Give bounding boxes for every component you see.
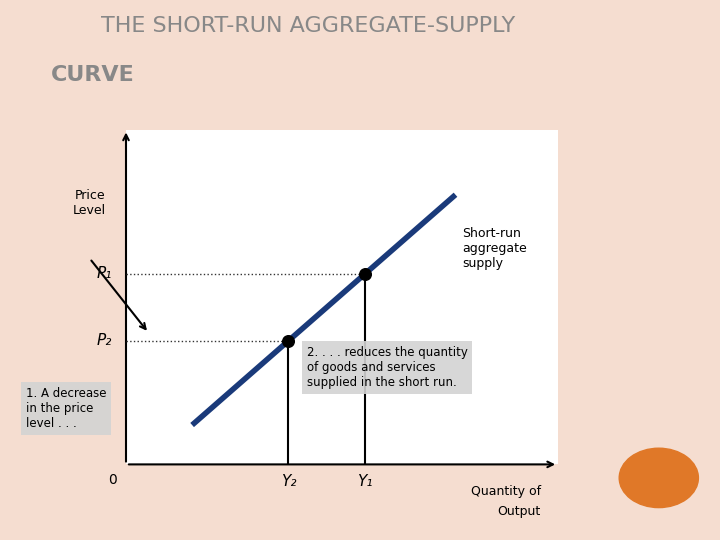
Point [283,336,294,345]
Text: 0: 0 [108,473,117,487]
Text: Quantity of: Quantity of [471,485,541,498]
Text: Output: Output [498,505,541,518]
Point [359,269,371,278]
Text: Y₁: Y₁ [357,474,373,489]
Text: 1. A decrease
in the price
level . . .: 1. A decrease in the price level . . . [26,387,107,430]
Text: P₁: P₁ [97,266,112,281]
Text: Short-run
aggregate
supply: Short-run aggregate supply [462,227,527,271]
Text: 2. . . . reduces the quantity
of goods and services
supplied in the short run.: 2. . . . reduces the quantity of goods a… [307,346,467,389]
Text: Y₂: Y₂ [281,474,296,489]
Text: CURVE: CURVE [50,65,134,85]
Text: P₂: P₂ [97,333,112,348]
Text: THE SHORT-RUN AGGREGATE-SUPPLY: THE SHORT-RUN AGGREGATE-SUPPLY [101,16,515,36]
Text: Price
Level: Price Level [73,189,106,217]
